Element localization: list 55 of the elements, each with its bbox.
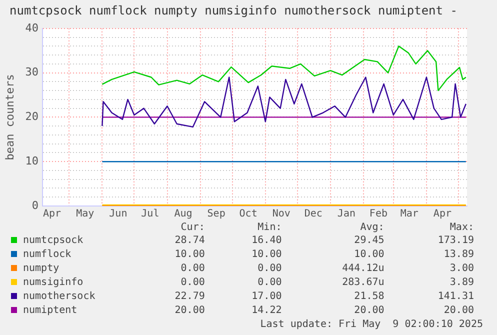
text: 173.19 <box>436 234 475 248</box>
text: 0.00 <box>180 276 206 290</box>
text: Min: <box>256 222 283 234</box>
x-tick-label: Apr <box>43 208 62 220</box>
text: 0.00 <box>180 262 206 276</box>
legend-label: numtcpsock <box>22 234 84 248</box>
text: 20.00 <box>174 304 206 318</box>
y-tick-label: 0 <box>32 198 38 212</box>
text: Cur: <box>180 222 206 234</box>
text: Avg: <box>359 222 386 234</box>
text: 10.00 <box>353 248 386 262</box>
x-tick-label: Feb <box>369 208 388 220</box>
y-tick-label: 30 <box>25 66 38 79</box>
x-tick-label: Dec <box>304 208 322 220</box>
text: 13.89 <box>442 248 475 262</box>
x-tick-label: Jan <box>337 208 356 220</box>
legend-label: numothersock <box>22 290 96 304</box>
y-tick-label: 40 <box>25 21 38 34</box>
legend-label: numsiginfo <box>22 276 84 290</box>
text: 10.00 <box>250 248 283 262</box>
x-tick-label: Aug <box>174 208 192 220</box>
legend-label: numiptent <box>22 304 78 318</box>
x-tick-label: Jun <box>109 208 128 220</box>
text: 283.67u <box>341 276 386 290</box>
y-axis-title: bean counters <box>3 74 16 160</box>
x-tick-label: Oct <box>239 208 258 220</box>
text: 444.12u <box>341 262 386 276</box>
text: 3.89 <box>448 276 475 290</box>
x-tick-label: Mar <box>400 208 418 220</box>
text: 29.45 <box>353 234 386 248</box>
x-tick-label: May <box>76 208 94 220</box>
y-tick-label: 20 <box>25 110 38 124</box>
y-tick-label: 10 <box>25 154 38 168</box>
x-tick-label: Nov <box>272 208 290 220</box>
text: 0.00 <box>256 276 283 290</box>
text: Max: <box>448 222 475 234</box>
legend-label: numpty <box>22 262 60 276</box>
text: 14.22 <box>250 304 283 318</box>
text: 21.58 <box>353 290 386 304</box>
x-tick-label: Jul <box>141 208 160 220</box>
text: 22.79 <box>174 290 206 304</box>
x-tick-label: Sep <box>207 208 226 220</box>
text: 28.74 <box>174 234 206 248</box>
text: 0.00 <box>256 262 283 276</box>
text: 3.00 <box>448 262 475 276</box>
text: Last update: Fri May 9 02:00:10 2025 <box>259 319 484 330</box>
chart-title: numtcpsock numflock numpty numsiginfo numothersock numiptent - <box>10 3 458 18</box>
text: 10.00 <box>174 248 206 262</box>
x-tick-label: Apr <box>433 208 452 220</box>
text: 17.00 <box>250 290 283 304</box>
text: 20.00 <box>353 304 386 318</box>
text: 20.00 <box>442 304 475 318</box>
text: 16.40 <box>250 234 283 248</box>
text: 141.31 <box>436 290 475 304</box>
legend-label: numflock <box>22 248 72 262</box>
